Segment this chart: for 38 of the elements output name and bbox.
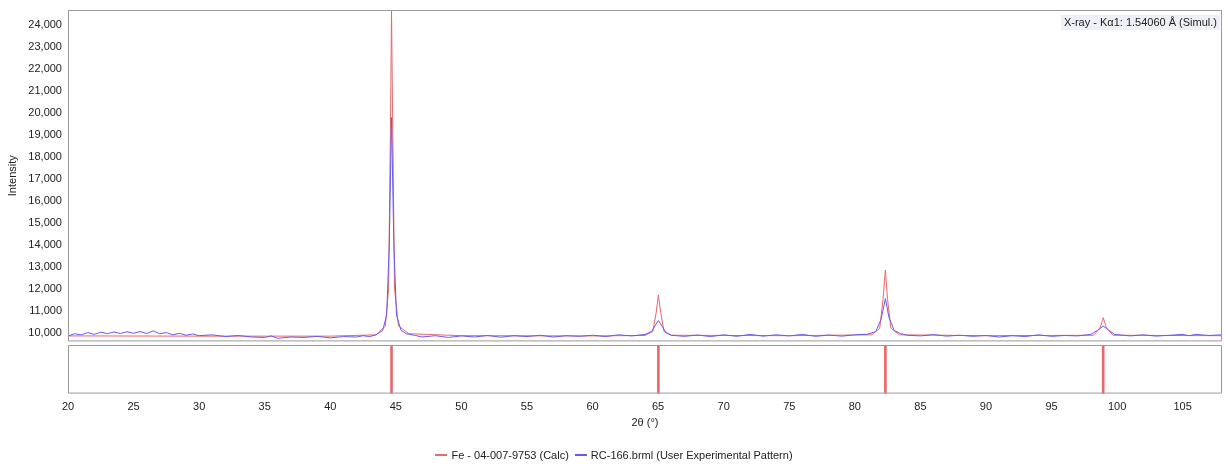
- x-tick-label: 105: [1173, 400, 1192, 413]
- legend-label: RC-166.brml (User Experimental Pattern): [590, 449, 793, 461]
- x-tick-label: 60: [586, 400, 599, 413]
- y-tick-label: 23,000: [28, 40, 62, 53]
- y-tick-label: 19,000: [28, 128, 62, 141]
- y-tick-label: 17,000: [28, 172, 62, 185]
- x-tick-label: 50: [455, 400, 468, 413]
- y-tick-label: 22,000: [28, 62, 62, 75]
- x-tick-label: 90: [979, 400, 993, 413]
- annotation: X-ray - Kα1: 1.54060 Å (Simul.): [1063, 16, 1217, 29]
- x-tick-label: 65: [651, 400, 665, 413]
- x-tick-label: 70: [717, 400, 730, 413]
- y-tick-label: 13,000: [28, 259, 62, 272]
- x-tick-label: 20: [61, 400, 75, 413]
- x-tick-label: 80: [848, 400, 861, 413]
- x-tick-label: 95: [1045, 400, 1058, 413]
- x-axis-title: 2θ (°): [631, 416, 659, 429]
- x-tick-label: 55: [520, 400, 534, 413]
- legend-label: Fe - 04-007-9753 (Calc): [451, 449, 569, 461]
- y-tick-label: 16,000: [28, 193, 62, 206]
- y-tick-label: 15,000: [28, 215, 62, 228]
- x-tick-label: 45: [389, 400, 402, 413]
- y-axis-title: Intensity: [5, 154, 18, 197]
- y-tick-label: 21,000: [28, 84, 62, 97]
- y-tick-label: 24,000: [28, 18, 62, 31]
- x-tick-label: 100: [1107, 400, 1127, 413]
- y-tick-label: 12,000: [28, 281, 62, 294]
- x-tick-label: 40: [324, 400, 337, 413]
- y-tick-label: 10,000: [28, 325, 62, 338]
- x-tick-label: 30: [193, 400, 206, 413]
- x-tick-label: 75: [783, 400, 796, 413]
- y-tick-label: 11,000: [29, 303, 62, 316]
- y-tick-label: 18,000: [28, 150, 62, 163]
- x-tick-label: 25: [127, 400, 140, 413]
- y-tick-label: 14,000: [28, 237, 62, 250]
- y-tick-label: 20,000: [28, 106, 62, 119]
- x-tick-label: 85: [914, 400, 927, 413]
- x-tick-label: 35: [258, 400, 271, 413]
